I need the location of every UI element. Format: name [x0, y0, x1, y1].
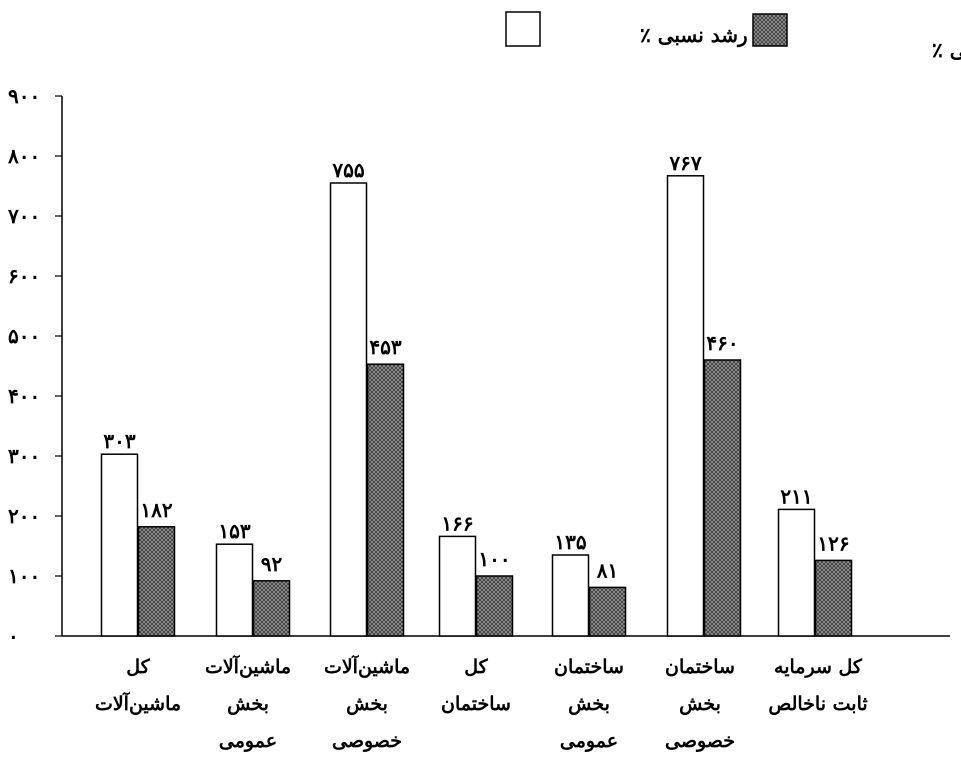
category-label: خصوصی	[665, 730, 735, 752]
category-label: خصوصی	[332, 730, 402, 752]
value-label-relative-growth: ١۵٣	[218, 519, 250, 543]
y-tick-label: ٢٠٠	[8, 504, 40, 528]
category-label: ثابت ناخالص	[768, 693, 867, 715]
value-label-real-growth: ١٢۶	[817, 531, 849, 555]
category-labels: کل ماشین‌آلات ماشین‌آلات بخش عمومی ماشین‌آلات…	[95, 654, 868, 752]
value-label-real-growth: ١٠٠	[478, 547, 510, 571]
category-label: بخش	[227, 693, 269, 715]
bar-relative-growth	[438, 535, 477, 637]
y-tick-label: ۶٠٠	[8, 264, 40, 288]
category-label: ساختمان	[441, 693, 511, 715]
value-label-real-growth: ۴۶٠	[706, 331, 738, 355]
y-axis-ticks: ٠ ١٠٠ ٢٠٠ ٣٠٠ ۴٠٠ ۵٠٠ ۶٠٠ ٧٠٠ ٨٠٠ ٩٠٠	[7, 84, 62, 648]
bar-relative-growth	[777, 508, 816, 637]
y-tick-label: ٠	[8, 624, 19, 648]
value-label-real-growth: ۴۵٣	[369, 335, 401, 359]
y-tick-label: ١٠٠	[8, 564, 40, 588]
bar-real-growth	[588, 586, 627, 637]
bar-real-growth	[137, 526, 176, 637]
category-label: بخش	[679, 693, 721, 715]
y-tick-label: ٣٠٠	[8, 444, 40, 468]
category-label: ساختمان	[665, 656, 735, 678]
value-label-relative-growth: ١٣۵	[554, 530, 586, 554]
category-label: بخش	[568, 693, 610, 715]
legend-swatch-hollow	[505, 11, 541, 47]
legend-swatch-hatched	[752, 13, 788, 47]
bar-real-growth	[366, 363, 405, 637]
value-label-relative-growth: ٧۵۵	[331, 158, 364, 182]
bar-relative-growth	[329, 182, 368, 637]
legend-label-real-growth: رشد واقعی ٪	[932, 38, 961, 63]
legend-label-relative-growth: رشد نسبی ٪	[640, 23, 748, 48]
category-label: عمومی	[560, 730, 618, 752]
value-label-relative-growth: ١۶۶	[441, 511, 473, 535]
value-label-relative-growth: ٣٠٣	[103, 429, 135, 453]
y-tick-label: ۵٠٠	[8, 324, 40, 348]
value-label-real-growth: ٨١	[596, 558, 618, 582]
bar-real-growth	[814, 559, 853, 637]
legend: رشد نسبی ٪ رشد واقعی ٪	[505, 11, 961, 63]
category-label: ماشین‌آلات	[95, 691, 181, 715]
category-label: عمومی	[219, 730, 277, 752]
bar-relative-growth	[551, 554, 590, 637]
category-label: کل	[464, 656, 488, 678]
category-label: کل سرمایه	[774, 656, 863, 678]
bar-relative-growth	[100, 453, 139, 637]
y-tick-label: ۴٠٠	[8, 384, 40, 408]
value-label-real-growth: ١٨٢	[140, 498, 172, 522]
category-label: بخش	[346, 693, 388, 715]
category-label: ساختمان	[554, 656, 624, 678]
category-label: ماشین‌آلات	[324, 654, 410, 678]
value-label-relative-growth: ٢١١	[780, 484, 812, 508]
bar-relative-growth	[215, 543, 254, 637]
bar-relative-growth	[666, 175, 705, 637]
y-tick-label: ٧٠٠	[7, 204, 40, 228]
value-label-real-growth: ٩٢	[261, 552, 283, 576]
category-label: ماشین‌آلات	[205, 654, 291, 678]
y-tick-label: ٨٠٠	[7, 144, 40, 168]
category-label: کل	[126, 656, 150, 678]
bar-real-growth	[703, 359, 742, 637]
bar-real-growth	[252, 580, 291, 637]
y-tick-label: ٩٠٠	[8, 84, 40, 108]
bar-real-growth	[475, 575, 514, 637]
value-label-relative-growth: ٧۶٧	[668, 151, 701, 175]
bars	[100, 175, 853, 637]
